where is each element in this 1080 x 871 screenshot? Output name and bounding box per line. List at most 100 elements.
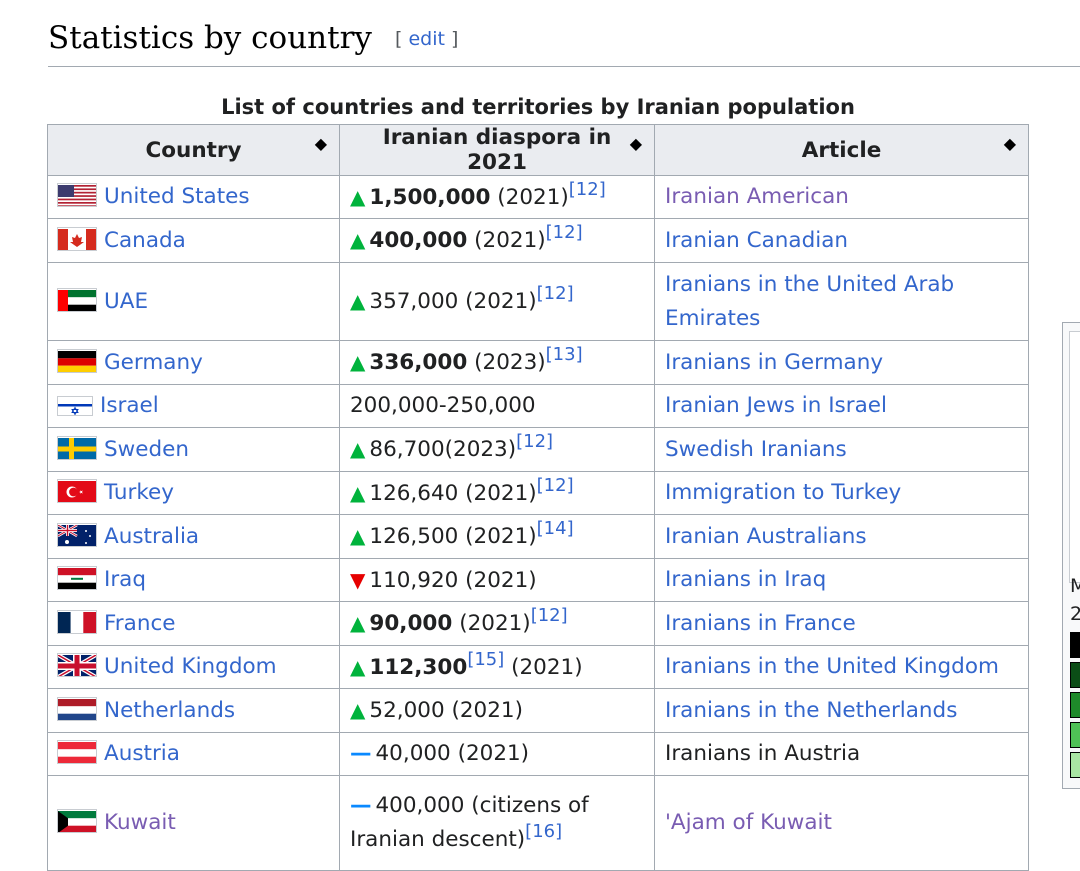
- column-header-label: Iranian diaspora in 2021: [382, 125, 612, 175]
- increase-arrow-icon: ▲: [350, 437, 366, 461]
- country-link[interactable]: France: [104, 610, 176, 636]
- reference-link[interactable]: [13]: [545, 344, 583, 365]
- country-cell: United States: [47, 175, 340, 219]
- table-row: Iraq ▼ 110,920 (2021) Iranians in Iraq: [47, 558, 1029, 602]
- article-link[interactable]: Swedish Iranians: [665, 436, 847, 462]
- diaspora-year: (2021): [490, 184, 569, 210]
- country-cell: United Kingdom: [47, 645, 340, 689]
- article-link[interactable]: Iranians in Germany: [665, 349, 884, 375]
- diaspora-cell: ▲ 126,640 (2021)[12]: [339, 471, 655, 515]
- country-link[interactable]: UAE: [104, 288, 149, 314]
- country-link[interactable]: Germany: [104, 349, 203, 375]
- edit-open-bracket: [: [395, 28, 403, 50]
- article-link[interactable]: Iranians in the Netherlands: [665, 697, 958, 723]
- legend-swatch: [1070, 692, 1080, 718]
- diaspora-value: 110,920: [369, 567, 459, 593]
- reference-link[interactable]: [12]: [568, 178, 606, 200]
- diaspora-cell: ▲ 90,000 (2021)[12]: [339, 601, 655, 646]
- article-link[interactable]: Iranians in the United Arab Emirates: [665, 271, 955, 331]
- kuwait-flag-icon: [58, 810, 96, 832]
- diaspora-year: (2021): [458, 480, 537, 506]
- us-flag-icon: [58, 184, 96, 206]
- side-map-box: [1062, 322, 1080, 789]
- diaspora-value: 357,000: [369, 289, 459, 314]
- sort-icon[interactable]: ◆: [1003, 134, 1016, 153]
- reference-link[interactable]: [12]: [536, 474, 574, 496]
- section-title: Statistics by country: [48, 20, 372, 56]
- column-header-diaspora[interactable]: Iranian diaspora in 2021 ◆: [339, 124, 655, 176]
- article-cell: Iranian American: [654, 175, 1029, 219]
- decrease-arrow-icon: ▼: [350, 567, 366, 592]
- diaspora-value: 1,500,000: [369, 184, 491, 210]
- country-link[interactable]: Australia: [104, 523, 200, 549]
- diaspora-value: 86,700: [369, 437, 445, 462]
- article-link[interactable]: Iranians in the United Kingdom: [665, 654, 999, 679]
- country-link[interactable]: Austria: [104, 741, 180, 766]
- sweden-flag-icon: [58, 437, 96, 459]
- france-flag-icon: [58, 611, 96, 633]
- article-link[interactable]: Immigration to Turkey: [665, 480, 902, 505]
- reference-link[interactable]: [12]: [536, 283, 574, 304]
- country-cell: UAE: [47, 262, 340, 341]
- diaspora-value: 336,000: [369, 350, 468, 375]
- diaspora-cell: ▼ 110,920 (2021): [339, 558, 655, 602]
- diaspora-cell: 200,000-250,000: [339, 384, 655, 428]
- reference-link[interactable]: [16]: [525, 821, 563, 842]
- country-link[interactable]: Kuwait: [104, 810, 176, 835]
- reference-link[interactable]: [12]: [530, 605, 568, 626]
- table-row: Turkey ▲ 126,640 (2021)[12] Immigration to …: [47, 471, 1029, 515]
- article-cell: Iranians in Iraq: [654, 558, 1029, 602]
- country-cell: Iraq: [47, 558, 340, 602]
- column-header-article[interactable]: Article ◆: [654, 124, 1029, 176]
- sort-icon[interactable]: ◆: [314, 134, 327, 153]
- table-row: United Kingdom ▲ 112,300[15] (2021) Iranian…: [47, 645, 1029, 689]
- article-link[interactable]: Iranians in Iraq: [665, 567, 827, 592]
- sort-icon[interactable]: ◆: [629, 134, 642, 153]
- germany-flag-icon: [58, 350, 96, 372]
- diaspora-value: 126,500: [369, 524, 459, 549]
- legend-swatch: [1070, 662, 1080, 688]
- side-caption-2: 2: [1070, 603, 1080, 625]
- reference-link[interactable]: [14]: [536, 518, 574, 539]
- country-link[interactable]: Turkey: [104, 480, 174, 505]
- table-row: UAE ▲ 357,000 (2021)[12] Iranians in the Un…: [47, 262, 1029, 341]
- country-link[interactable]: Netherlands: [104, 697, 236, 723]
- article-link[interactable]: Iranian Canadian: [665, 227, 849, 253]
- israel-flag-icon: [58, 397, 92, 415]
- reference-link[interactable]: [12]: [545, 222, 583, 243]
- article-link[interactable]: Iranian Australians: [665, 523, 867, 549]
- increase-arrow-icon: ▲: [350, 654, 366, 679]
- diaspora-year: (2021): [504, 654, 583, 680]
- country-link[interactable]: Iraq: [104, 567, 147, 592]
- article-link[interactable]: Iranian Jews in Israel: [665, 393, 887, 418]
- article-text: Iranians in Austria: [665, 741, 861, 766]
- reference-link[interactable]: [12]: [516, 431, 554, 452]
- article-link[interactable]: Iranian American: [665, 184, 849, 209]
- country-link[interactable]: Israel: [100, 393, 159, 418]
- article-cell: Iranians in the United Arab Emirates: [654, 262, 1029, 341]
- article-link[interactable]: Iranians in France: [665, 610, 856, 636]
- article-cell: Iranians in the Netherlands: [654, 688, 1029, 733]
- diaspora-value: 126,640: [369, 480, 459, 506]
- diaspora-cell: —40,000 (2021): [339, 732, 655, 776]
- column-header-country[interactable]: Country ◆: [47, 124, 340, 176]
- section-header: Statistics by country [ edit ]: [48, 18, 1080, 67]
- article-cell: Iranians in Germany: [654, 340, 1029, 385]
- article-cell: Iranians in the United Kingdom: [654, 645, 1029, 689]
- country-link[interactable]: United States: [104, 184, 250, 209]
- reference-link[interactable]: [15]: [467, 648, 505, 670]
- article-link[interactable]: 'Ajam of Kuwait: [665, 810, 832, 835]
- article-cell: Immigration to Turkey: [654, 471, 1029, 515]
- country-link[interactable]: Canada: [104, 227, 186, 253]
- diaspora-value: 200,000-250,000: [350, 393, 536, 418]
- country-link[interactable]: United Kingdom: [104, 654, 277, 679]
- country-link[interactable]: Sweden: [104, 436, 189, 462]
- country-cell: Australia: [47, 514, 340, 559]
- edit-link[interactable]: edit: [408, 28, 445, 50]
- canada-flag-icon: [58, 228, 96, 250]
- increase-arrow-icon: ▲: [350, 524, 366, 548]
- diaspora-value: 112,300: [369, 654, 468, 680]
- map-image: [1069, 331, 1080, 583]
- increase-arrow-icon: ▲: [350, 611, 366, 635]
- diaspora-year: (2021): [458, 524, 537, 549]
